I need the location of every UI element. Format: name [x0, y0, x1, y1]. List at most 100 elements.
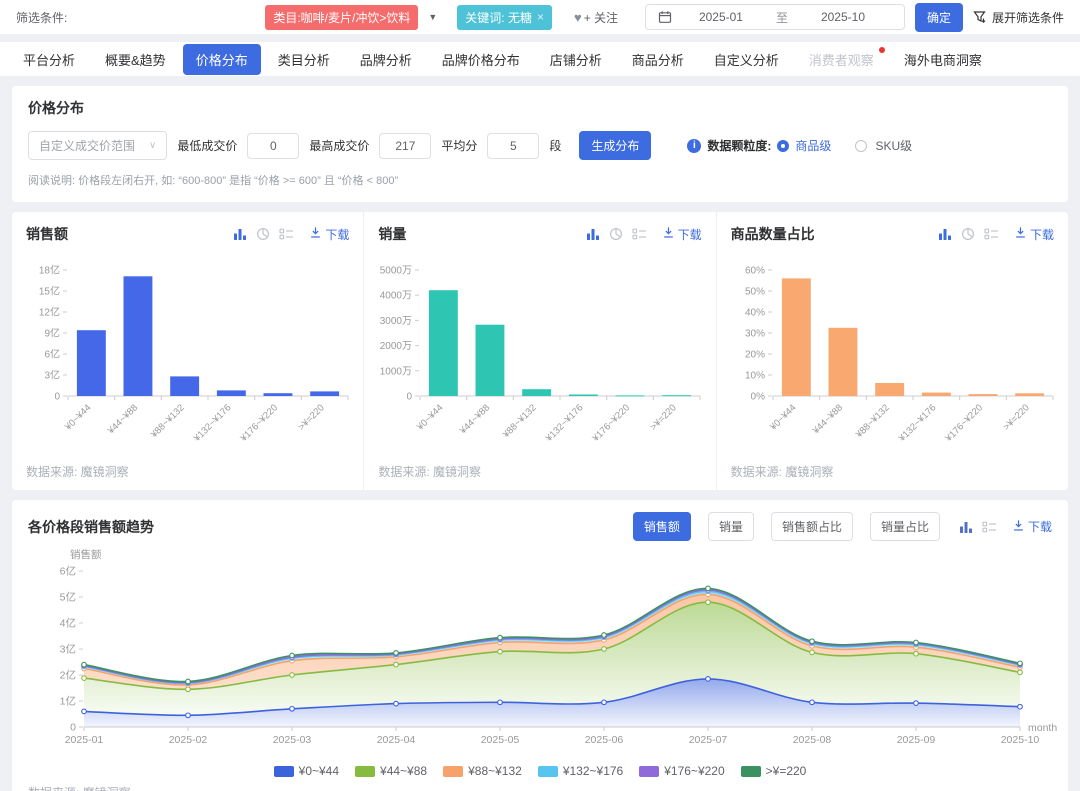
svg-text:4亿: 4亿	[60, 617, 76, 630]
trend-toggle-3[interactable]: 销售额占比	[770, 512, 853, 541]
bar-chart-product_share[interactable]: 0% 10% 20% 30% 40% 50% 60% ¥0~¥44 ¥44~¥88 ¥88~¥13…	[731, 258, 1061, 454]
download-button[interactable]: 下载	[309, 226, 349, 243]
pie-chart-icon[interactable]	[256, 227, 270, 241]
bar-chart-icon[interactable]	[959, 520, 973, 534]
chart-toolbar: 下载	[586, 226, 702, 243]
legend-item-2[interactable]: ¥44~¥88	[355, 764, 427, 778]
svg-text:¥88~¥132: ¥88~¥132	[853, 402, 892, 441]
chart-panel-sales: 销售额 下载 0 3亿 6亿 9亿 12亿 15亿 18亿 ¥0~¥44 ¥44~¥88 ¥88~…	[12, 212, 363, 490]
tab-1[interactable]: 平台分析	[23, 52, 76, 68]
pie-chart-icon[interactable]	[609, 227, 623, 241]
range-type-select[interactable]: 自定义成交价范围 ∨	[28, 131, 168, 160]
category-tag[interactable]: 类目:咖啡/麦片/冲饮>饮料	[265, 4, 419, 30]
legend-item-5[interactable]: ¥176~¥220	[639, 764, 725, 778]
date-range-separator: 至	[775, 10, 788, 25]
tab-5[interactable]: 品牌分析	[359, 52, 412, 68]
split-count-input[interactable]	[487, 132, 540, 159]
tab-11[interactable]: 海外电商洞察	[903, 52, 982, 68]
download-button[interactable]: 下载	[1012, 518, 1052, 535]
granularity-option-sku[interactable]: SKU级	[855, 137, 912, 154]
legend-label: ¥0~¥44	[298, 764, 340, 778]
date-start-value[interactable]: 2025-01	[698, 10, 743, 24]
trend-toggle-2[interactable]: 销量	[707, 512, 754, 541]
svg-text:5000万: 5000万	[380, 266, 412, 277]
svg-text:>¥=220: >¥=220	[649, 402, 680, 433]
svg-text:3亿: 3亿	[44, 369, 60, 382]
tab-7[interactable]: 店铺分析	[549, 52, 602, 68]
generate-distribution-button[interactable]: 生成分布	[579, 131, 652, 160]
filter-label: 筛选条件:	[16, 10, 68, 25]
download-label: 下载	[677, 227, 702, 242]
svg-text:¥44~¥88: ¥44~¥88	[810, 402, 845, 437]
tab-3[interactable]: 价格分布	[182, 43, 261, 75]
legend-item-3[interactable]: ¥88~¥132	[443, 764, 522, 778]
info-icon[interactable]: i	[687, 138, 702, 153]
svg-text:12亿: 12亿	[39, 306, 60, 319]
confirm-button[interactable]: 确定	[914, 2, 963, 32]
max-price-input[interactable]	[379, 132, 432, 159]
price-controls: 自定义成交价范围 ∨ 最低成交价 最高成交价 平均分 段 生成分布 i 数据颗粒…	[28, 131, 1052, 160]
download-label: 下载	[1027, 520, 1052, 534]
list-icon[interactable]	[632, 227, 647, 241]
redacted-filter-value[interactable]	[75, 5, 257, 29]
date-range-picker[interactable]: 2025-01 至 2025-10	[644, 4, 905, 30]
svg-text:2025-04: 2025-04	[377, 734, 416, 746]
svg-text:2亿: 2亿	[60, 669, 76, 682]
bar-chart-icon[interactable]	[938, 227, 952, 241]
date-end-value[interactable]: 2025-10	[820, 10, 865, 24]
bar-chart-icon[interactable]	[586, 227, 600, 241]
filter-bar: 筛选条件: 类目:咖啡/麦片/冲饮>饮料 ▼ 关键词: 无糖 × ♥ + 关注 20…	[0, 0, 1080, 34]
reading-note: 阅读说明: 价格段左闭右开, 如: “600-800” 是指 “价格 >= 60…	[28, 175, 399, 187]
trend-area-chart[interactable]: 0 1亿 2亿 3亿 4亿 5亿 6亿 销售额 2025-01 2025-02 2025-03 202…	[28, 541, 1064, 753]
svg-text:5亿: 5亿	[60, 591, 76, 604]
svg-text:¥176~¥220: ¥176~¥220	[942, 402, 984, 444]
close-icon[interactable]: ×	[536, 10, 544, 24]
follow-button[interactable]: ♥ + 关注	[574, 9, 618, 26]
min-price-label: 最低成交价	[177, 139, 238, 153]
chart-toolbar: 下载	[938, 226, 1054, 243]
svg-text:1亿: 1亿	[60, 695, 76, 708]
legend-swatch	[443, 765, 464, 777]
list-icon[interactable]	[982, 520, 997, 534]
tab-9[interactable]: 自定义分析	[713, 52, 779, 68]
bar-chart-sales[interactable]: 0 3亿 6亿 9亿 12亿 15亿 18亿 ¥0~¥44 ¥44~¥88 ¥88~¥132 ¥13…	[26, 258, 356, 454]
chart-title-sales: 销售额	[26, 226, 68, 242]
chart-panel-header: 商品数量占比 下载	[731, 224, 1054, 244]
radio-selected-icon	[777, 139, 790, 152]
tab-4[interactable]: 类目分析	[277, 52, 330, 68]
chart-panel-header: 销售额 下载	[26, 224, 349, 244]
chevron-down-icon[interactable]: ▼	[428, 12, 438, 22]
download-button[interactable]: 下载	[662, 226, 702, 243]
trend-toggle-4[interactable]: 销量占比	[869, 512, 940, 541]
split-label: 平均分	[441, 139, 478, 153]
legend-item-4[interactable]: ¥132~¥176	[537, 764, 623, 778]
data-source-trend: 数据来源: 魔镜洞察	[28, 784, 1052, 791]
granularity-option-product[interactable]: 商品级	[777, 137, 831, 154]
tab-10[interactable]: 消费者观察	[796, 44, 887, 75]
svg-text:6亿: 6亿	[60, 565, 76, 578]
svg-text:销售额: 销售额	[70, 548, 102, 561]
tab-6[interactable]: 品牌价格分布	[441, 52, 520, 68]
svg-text:6亿: 6亿	[44, 348, 60, 361]
expand-filters-button[interactable]: 展开筛选条件	[973, 9, 1064, 26]
svg-text:2025-01: 2025-01	[65, 734, 104, 746]
tab-8[interactable]: 商品分析	[631, 52, 684, 68]
trend-toggle-1[interactable]: 销售额	[632, 512, 691, 541]
svg-text:¥88~¥132: ¥88~¥132	[501, 402, 540, 441]
keyword-tag[interactable]: 关键词: 无糖 ×	[457, 4, 552, 30]
list-icon[interactable]	[984, 227, 999, 241]
download-icon	[309, 226, 322, 242]
tab-2[interactable]: 概要&趋势	[105, 52, 166, 68]
legend-item-6[interactable]: >¥=220	[740, 764, 806, 778]
min-price-input[interactable]	[247, 132, 300, 159]
svg-text:>¥=220: >¥=220	[1001, 402, 1032, 433]
svg-text:2025-09: 2025-09	[897, 734, 936, 746]
list-icon[interactable]	[279, 227, 294, 241]
bar-chart-icon[interactable]	[233, 227, 247, 241]
pie-chart-icon[interactable]	[961, 227, 975, 241]
download-button[interactable]: 下载	[1014, 226, 1054, 243]
legend-item-1[interactable]: ¥0~¥44	[273, 764, 340, 778]
svg-text:60%: 60%	[745, 266, 765, 277]
svg-text:10%: 10%	[745, 371, 765, 382]
